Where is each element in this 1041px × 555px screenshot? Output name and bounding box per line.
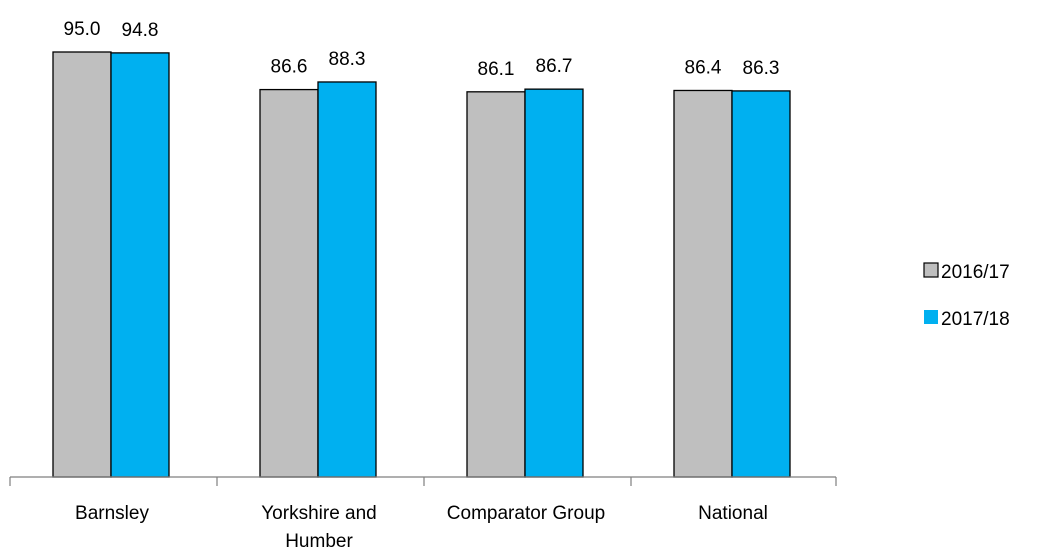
data-label: 86.4 [685, 57, 722, 78]
data-label: 86.7 [536, 56, 573, 77]
bar-2017-18-yorkshire-and-humber [317, 81, 377, 478]
legend-label: 2017/18 [941, 309, 1010, 330]
legend-swatch [923, 262, 939, 278]
bar-2016-17-barnsley [52, 51, 112, 478]
data-label: 95.0 [64, 19, 101, 40]
bar-2016-17-national [673, 89, 733, 478]
x-axis: Barnsley Yorkshire and Humber Comparator Gr… [9, 476, 837, 552]
bar-2016-17-comparator-group [466, 91, 526, 478]
x-tick-label: Comparator Group [447, 503, 605, 524]
bar-2016-17-yorkshire-and-humber [259, 88, 319, 478]
bar-2017-18-comparator-group [524, 88, 584, 478]
data-label: 86.1 [478, 59, 515, 80]
x-tick-label: National [698, 503, 768, 524]
bars-layer [52, 51, 791, 478]
bar-2017-18-barnsley [110, 52, 170, 478]
x-tick-label: Yorkshire and Humber [261, 503, 376, 552]
data-label: 94.8 [122, 20, 159, 41]
legend-swatch [924, 310, 938, 324]
legend-label: 2016/17 [941, 262, 1010, 283]
value-labels-layer: 95.0 94.8 86.6 88.3 86.1 86.7 86.4 86.3 [64, 19, 780, 80]
data-label: 88.3 [329, 49, 366, 70]
bar-2017-18-national [731, 90, 791, 478]
data-label: 86.3 [743, 58, 780, 79]
x-tick-label: Barnsley [75, 503, 149, 524]
legend: 2016/17 2017/18 [923, 262, 1010, 330]
data-label: 86.6 [271, 57, 308, 78]
